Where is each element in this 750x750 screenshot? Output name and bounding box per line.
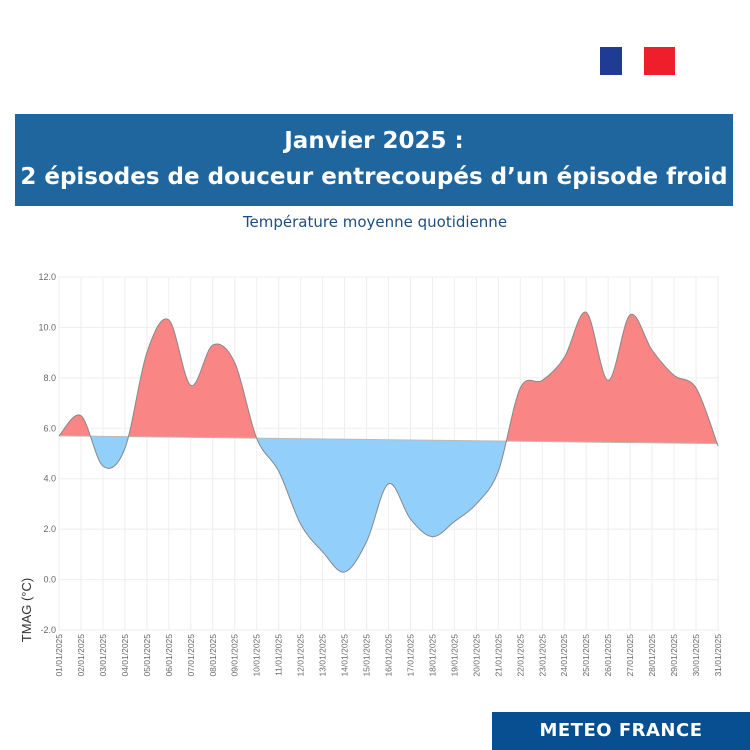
x-tick-label: 08/01/2025 [208, 634, 218, 677]
x-tick-label: 20/01/2025 [471, 634, 481, 677]
republique-francaise-logo [600, 47, 675, 75]
x-tick-label: 25/01/2025 [581, 634, 591, 677]
y-tick-label: 0.0 [43, 575, 56, 585]
x-tick-label: 09/01/2025 [230, 634, 240, 677]
x-tick-label: 15/01/2025 [362, 634, 372, 677]
x-tick-label: 11/01/2025 [274, 634, 284, 676]
y-tick-label: 10.0 [38, 322, 56, 332]
x-tick-label: 24/01/2025 [559, 634, 569, 677]
x-tick-label: 30/01/2025 [691, 634, 701, 677]
x-tick-label: 12/01/2025 [296, 634, 306, 677]
x-tick-label: 21/01/2025 [493, 634, 503, 677]
y-tick-label: 4.0 [43, 474, 56, 484]
x-tick-label: 31/01/2025 [713, 634, 723, 677]
temperature-line [58, 311, 719, 573]
title-banner: Janvier 2025 : 2 épisodes de douceur ent… [15, 114, 733, 206]
x-tick-label: 27/01/2025 [625, 634, 635, 677]
x-tick-label: 17/01/2025 [405, 634, 415, 677]
y-tick-label: 6.0 [43, 423, 56, 433]
title-line-2: 2 épisodes de douceur entrecoupés d’un é… [20, 164, 728, 190]
normal-line [58, 435, 719, 445]
y-axis-label: TMAG (°C) [19, 578, 34, 642]
x-tick-label: 04/01/2025 [120, 634, 130, 677]
y-axis: 12.0 10.0 8.0 6.0 4.0 2.0 0.0 -2.0 [38, 272, 56, 635]
x-tick-label: 18/01/2025 [427, 634, 437, 677]
x-tick-label: 13/01/2025 [318, 634, 328, 677]
x-tick-label: 26/01/2025 [603, 634, 613, 677]
x-tick-label: 19/01/2025 [449, 634, 459, 677]
title-line-1: Janvier 2025 : [284, 128, 464, 154]
x-tick-label: 14/01/2025 [340, 634, 350, 677]
meteo-france-brand: METEO FRANCE [492, 712, 750, 750]
temperature-chart: 12.0 10.0 8.0 6.0 4.0 2.0 0.0 -2.0 01/01/2025 02… [19, 272, 723, 677]
y-tick-label: 8.0 [43, 373, 56, 383]
area-below-normal [59, 435, 718, 573]
y-tick-label: 12.0 [38, 272, 56, 282]
x-tick-label: 05/01/2025 [142, 634, 152, 677]
x-tick-label: 06/01/2025 [164, 634, 174, 677]
x-axis: 01/01/2025 02/01/2025 03/01/2025 04/01/2025… [54, 634, 723, 677]
areas [58, 311, 719, 573]
x-tick-label: 10/01/2025 [252, 634, 262, 677]
chart-subtitle: Température moyenne quotidienne [242, 213, 508, 231]
y-tick-label: -2.0 [40, 625, 56, 635]
x-tick-label: 22/01/2025 [515, 634, 525, 677]
x-tick-label: 01/01/2025 [54, 634, 64, 677]
y-tick-label: 2.0 [43, 524, 56, 534]
x-tick-label: 02/01/2025 [76, 634, 86, 677]
x-tick-label: 28/01/2025 [647, 634, 657, 677]
x-tick-label: 29/01/2025 [669, 634, 679, 677]
x-tick-label: 07/01/2025 [186, 634, 196, 677]
x-tick-label: 16/01/2025 [384, 634, 394, 677]
x-tick-label: 03/01/2025 [98, 634, 108, 677]
x-tick-label: 23/01/2025 [537, 634, 547, 677]
